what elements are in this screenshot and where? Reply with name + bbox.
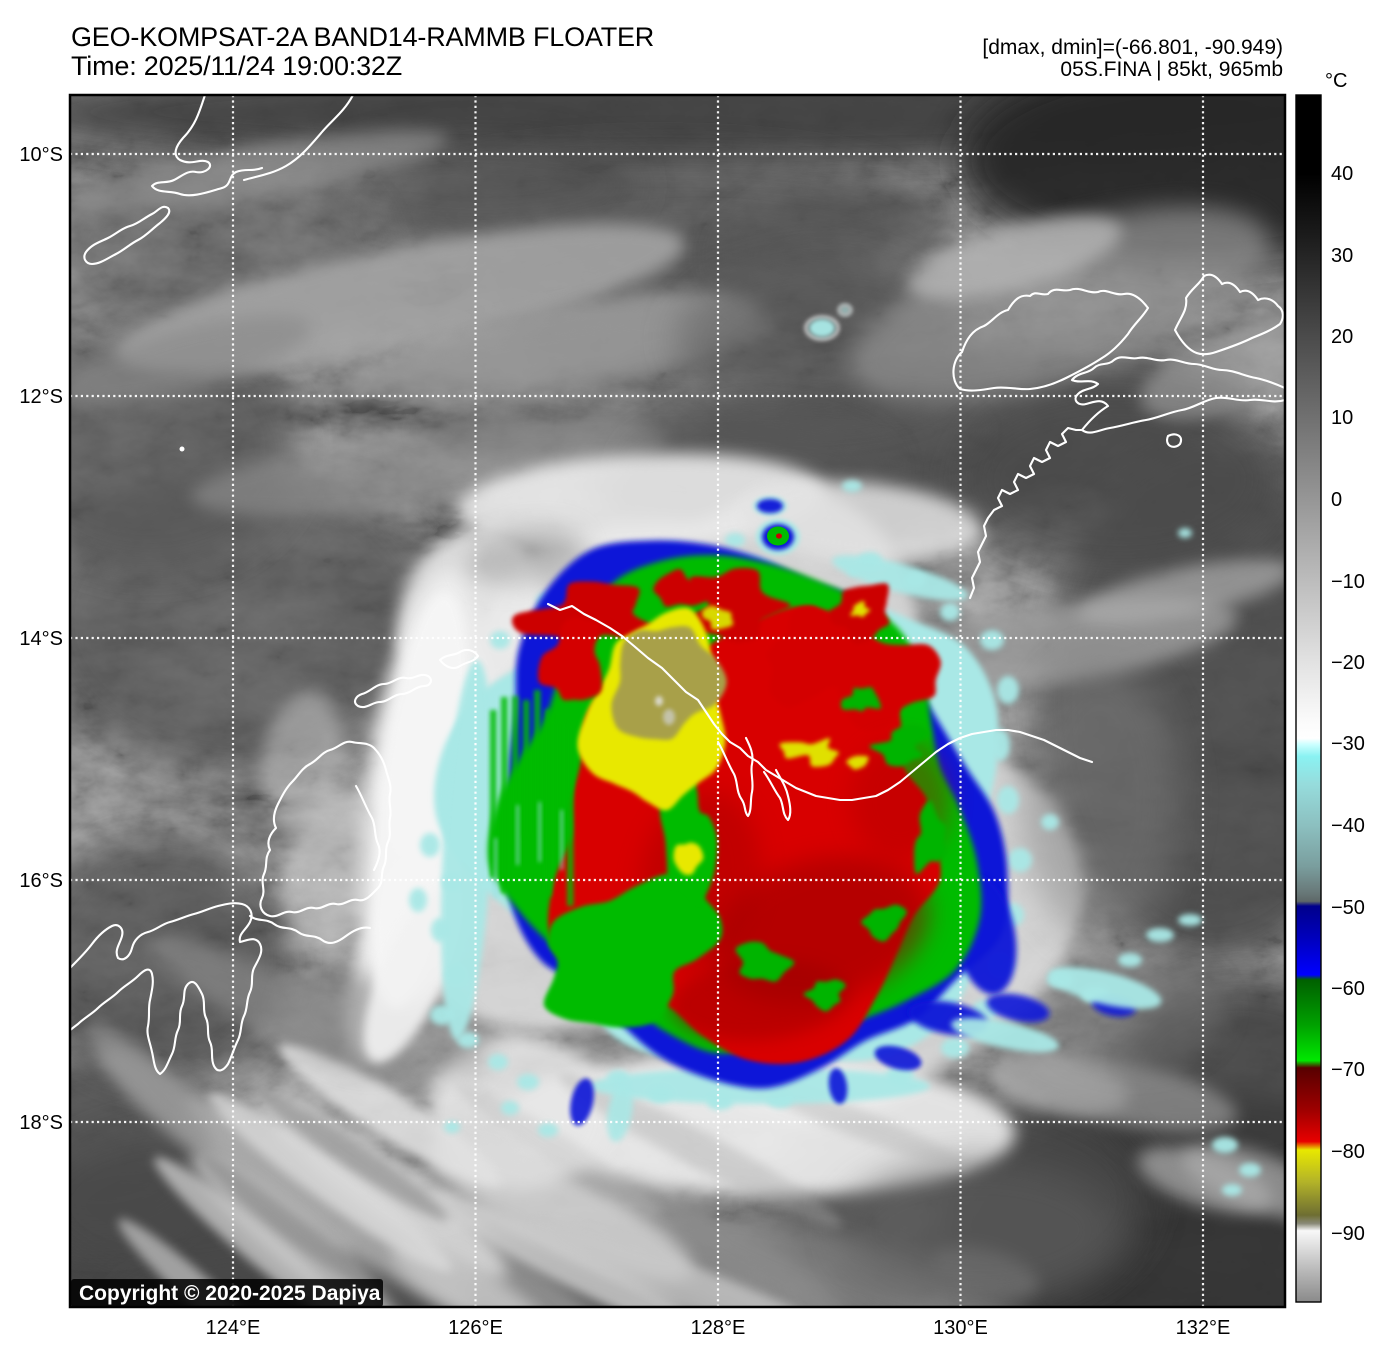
svg-text:10: 10 (1331, 407, 1353, 429)
svg-text:Time: 2025/11/24 19:00:32Z: Time: 2025/11/24 19:00:32Z (71, 51, 402, 81)
svg-text:−40: −40 (1331, 815, 1365, 837)
svg-text:−90: −90 (1331, 1223, 1365, 1245)
svg-text:−80: −80 (1331, 1141, 1365, 1163)
svg-text:−50: −50 (1331, 897, 1365, 919)
svg-text:126°E: 126°E (448, 1317, 503, 1339)
svg-text:16°S: 16°S (19, 870, 63, 892)
svg-text:[dmax, dmin]=(-66.801, -90.949: [dmax, dmin]=(-66.801, -90.949) (982, 36, 1283, 59)
svg-text:130°E: 130°E (933, 1317, 988, 1339)
svg-text:°C: °C (1325, 70, 1347, 92)
svg-text:40: 40 (1331, 163, 1353, 185)
svg-text:−70: −70 (1331, 1059, 1365, 1081)
svg-text:124°E: 124°E (206, 1317, 261, 1339)
svg-text:14°S: 14°S (19, 628, 63, 650)
svg-text:−20: −20 (1331, 652, 1365, 674)
svg-text:05S.FINA | 85kt, 965mb: 05S.FINA | 85kt, 965mb (1060, 58, 1283, 81)
svg-text:10°S: 10°S (19, 144, 63, 166)
svg-text:128°E: 128°E (691, 1317, 746, 1339)
svg-text:GEO-KOMPSAT-2A BAND14-RAMMB FL: GEO-KOMPSAT-2A BAND14-RAMMB FLOATER (71, 22, 654, 52)
svg-text:−30: −30 (1331, 733, 1365, 755)
svg-text:20: 20 (1331, 326, 1353, 348)
svg-text:18°S: 18°S (19, 1112, 63, 1134)
svg-text:30: 30 (1331, 245, 1353, 267)
svg-text:−60: −60 (1331, 978, 1365, 1000)
svg-text:Copyright © 2020-2025 Dapiya: Copyright © 2020-2025 Dapiya (79, 1282, 381, 1305)
svg-text:−10: −10 (1331, 571, 1365, 593)
svg-text:132°E: 132°E (1176, 1317, 1231, 1339)
svg-text:12°S: 12°S (19, 386, 63, 408)
svg-text:0: 0 (1331, 489, 1342, 511)
